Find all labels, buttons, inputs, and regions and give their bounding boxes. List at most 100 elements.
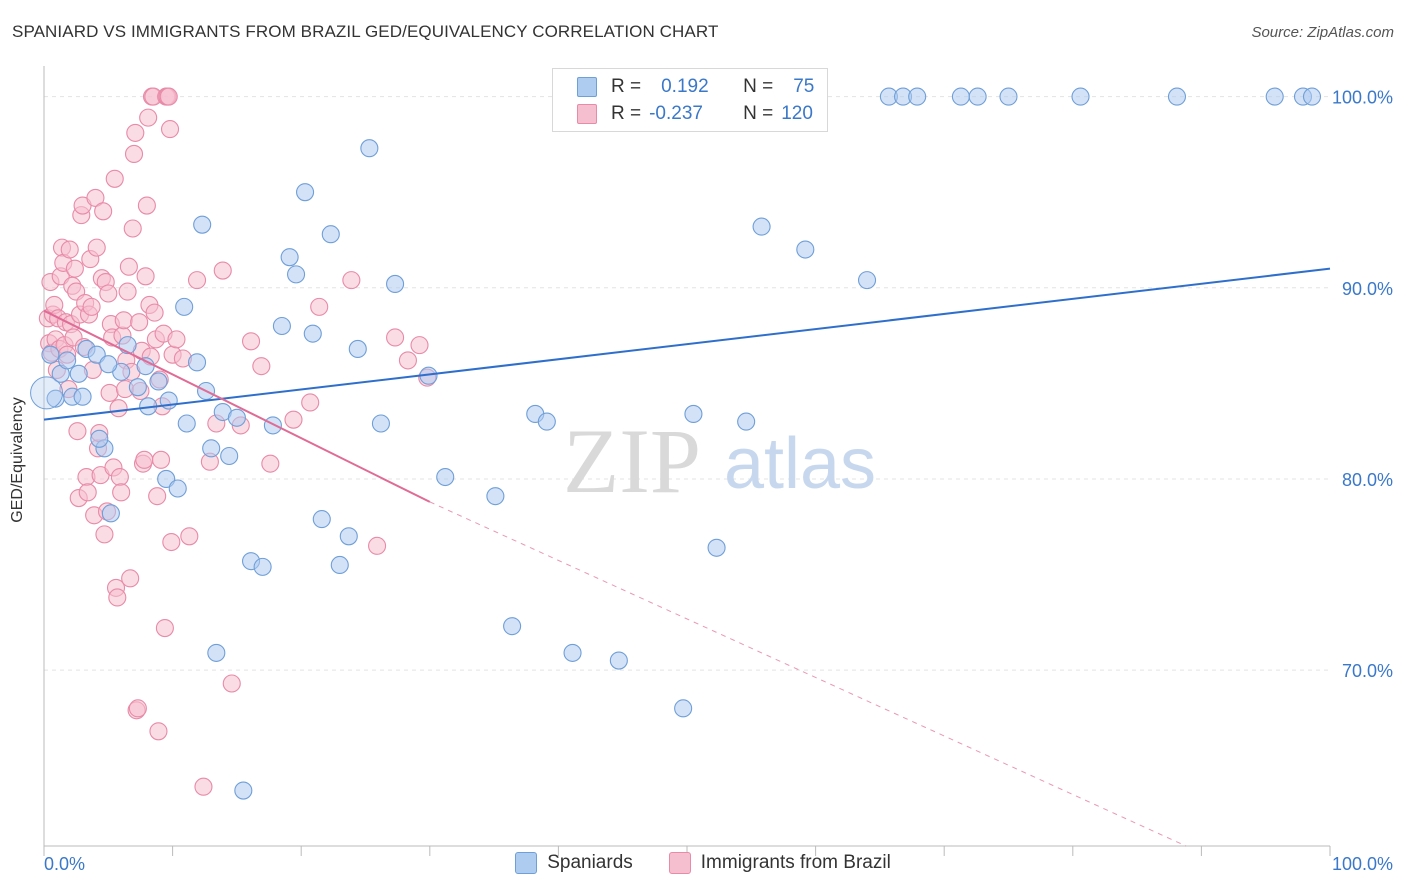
brazil-point [160, 120, 180, 139]
brazil-point [109, 399, 128, 418]
spaniard-point [73, 387, 92, 406]
x-tick-label: 100.0% [1332, 854, 1393, 874]
brazil-point [105, 169, 124, 188]
stats-row-spaniards: R = 0.192 N = 75 [577, 75, 814, 99]
spaniard-point [386, 274, 405, 293]
source-label: Source: ZipAtlas.com [1251, 24, 1394, 41]
spaniard-point [348, 339, 367, 358]
spaniard-point [1302, 87, 1322, 106]
brazil-trend-line [43, 309, 431, 503]
spaniard-point [674, 699, 693, 718]
spaniard-point [999, 87, 1018, 106]
spaniard-point [737, 412, 756, 431]
chart-title: SPANIARD VS IMMIGRANTS FROM BRAZIL GED/E… [12, 22, 719, 41]
brazil-point [114, 311, 133, 330]
spaniard-point [371, 414, 390, 433]
brazil-point [82, 297, 101, 316]
grid-lines [44, 96, 1330, 671]
brazil-point [139, 108, 158, 127]
brazil-point [155, 619, 174, 638]
spaniard-point [951, 87, 970, 106]
legend-item-spaniards[interactable]: Spaniards [515, 852, 633, 874]
brazil-point [149, 722, 168, 741]
spaniard-point [272, 316, 291, 336]
spaniard-point [202, 439, 221, 458]
brazil-point [261, 454, 280, 473]
x-tick-label: 0.0% [44, 854, 85, 874]
spaniard-point [101, 504, 120, 523]
brazil-point [124, 144, 144, 163]
spaniard-point [360, 139, 379, 158]
spaniard-point [707, 538, 726, 557]
brazil-point [137, 196, 156, 215]
spaniard-point [280, 248, 299, 267]
spaniard-point [234, 781, 253, 800]
watermark: ZIP atlas [563, 410, 876, 512]
r-value: 0.192 [661, 76, 709, 97]
brazil-point [252, 357, 271, 376]
spaniard-point [609, 651, 628, 670]
legend-label-spaniards: Spaniards [547, 852, 633, 873]
brazil-trend-extension [429, 501, 1187, 847]
spaniard-point [796, 240, 815, 259]
brazil-point [94, 202, 113, 221]
brazil-point [148, 487, 167, 506]
legend-swatch-blue [515, 852, 538, 874]
brazil-point [65, 259, 84, 278]
spaniard-point [253, 557, 272, 576]
spaniards-trend-line [43, 267, 1331, 421]
spaniard-point [149, 372, 168, 391]
brazil-point [123, 219, 142, 238]
spaniard-point [503, 617, 522, 636]
spaniard-point [330, 555, 349, 575]
spaniard-point [684, 404, 703, 423]
spaniard-point [207, 643, 226, 662]
y-tick-labels: 100.0% 90.0% 80.0% 70.0% [1332, 88, 1393, 682]
spaniard-point [563, 643, 582, 662]
spaniard-point [41, 345, 60, 364]
r-value: -0.237 [649, 103, 703, 124]
spaniard-point [193, 215, 212, 234]
spaniard-point [486, 487, 505, 506]
brazil-point [118, 282, 137, 301]
spaniard-point [908, 87, 927, 106]
brazil-point [100, 383, 119, 402]
brazil-point [151, 450, 171, 469]
stats-row-brazil: R = -0.237 N = 120 [577, 102, 813, 126]
spaniard-point [1071, 87, 1090, 106]
brazil-point [241, 332, 261, 351]
brazil-point [87, 238, 106, 257]
spaniard-point [857, 271, 877, 290]
spaniard-point [175, 297, 194, 316]
spaniard-point [537, 412, 556, 431]
spaniard-point [263, 416, 282, 435]
trend-lines [43, 267, 1331, 847]
brazil-point [187, 271, 207, 290]
spaniard-point [220, 446, 239, 466]
y-tick-label: 80.0% [1342, 470, 1393, 490]
brazil-point [159, 87, 178, 106]
spaniard-point [436, 467, 455, 487]
spaniard-point [177, 414, 196, 433]
brazil-point [310, 297, 329, 316]
brazil-point [135, 450, 154, 469]
brazil-point [386, 328, 405, 347]
spaniard-point [303, 324, 322, 343]
spaniard-point [296, 183, 315, 202]
legend-item-brazil[interactable]: Immigrants from Brazil [668, 852, 891, 874]
brazil-point [222, 674, 241, 693]
brazil-point [398, 351, 417, 370]
brazil-point [301, 393, 320, 412]
brazil-point [194, 777, 213, 796]
brazil-point [121, 569, 140, 588]
spaniard-point [321, 225, 340, 244]
n-label: N = [743, 103, 774, 124]
brazil-point [213, 261, 232, 280]
brazil-point [95, 525, 114, 544]
n-value: 120 [781, 103, 813, 124]
brazil-point [86, 188, 105, 207]
n-value: 75 [793, 76, 815, 97]
brazil-point [99, 284, 118, 303]
brazil-point [284, 410, 303, 429]
spaniard-point [69, 364, 88, 383]
